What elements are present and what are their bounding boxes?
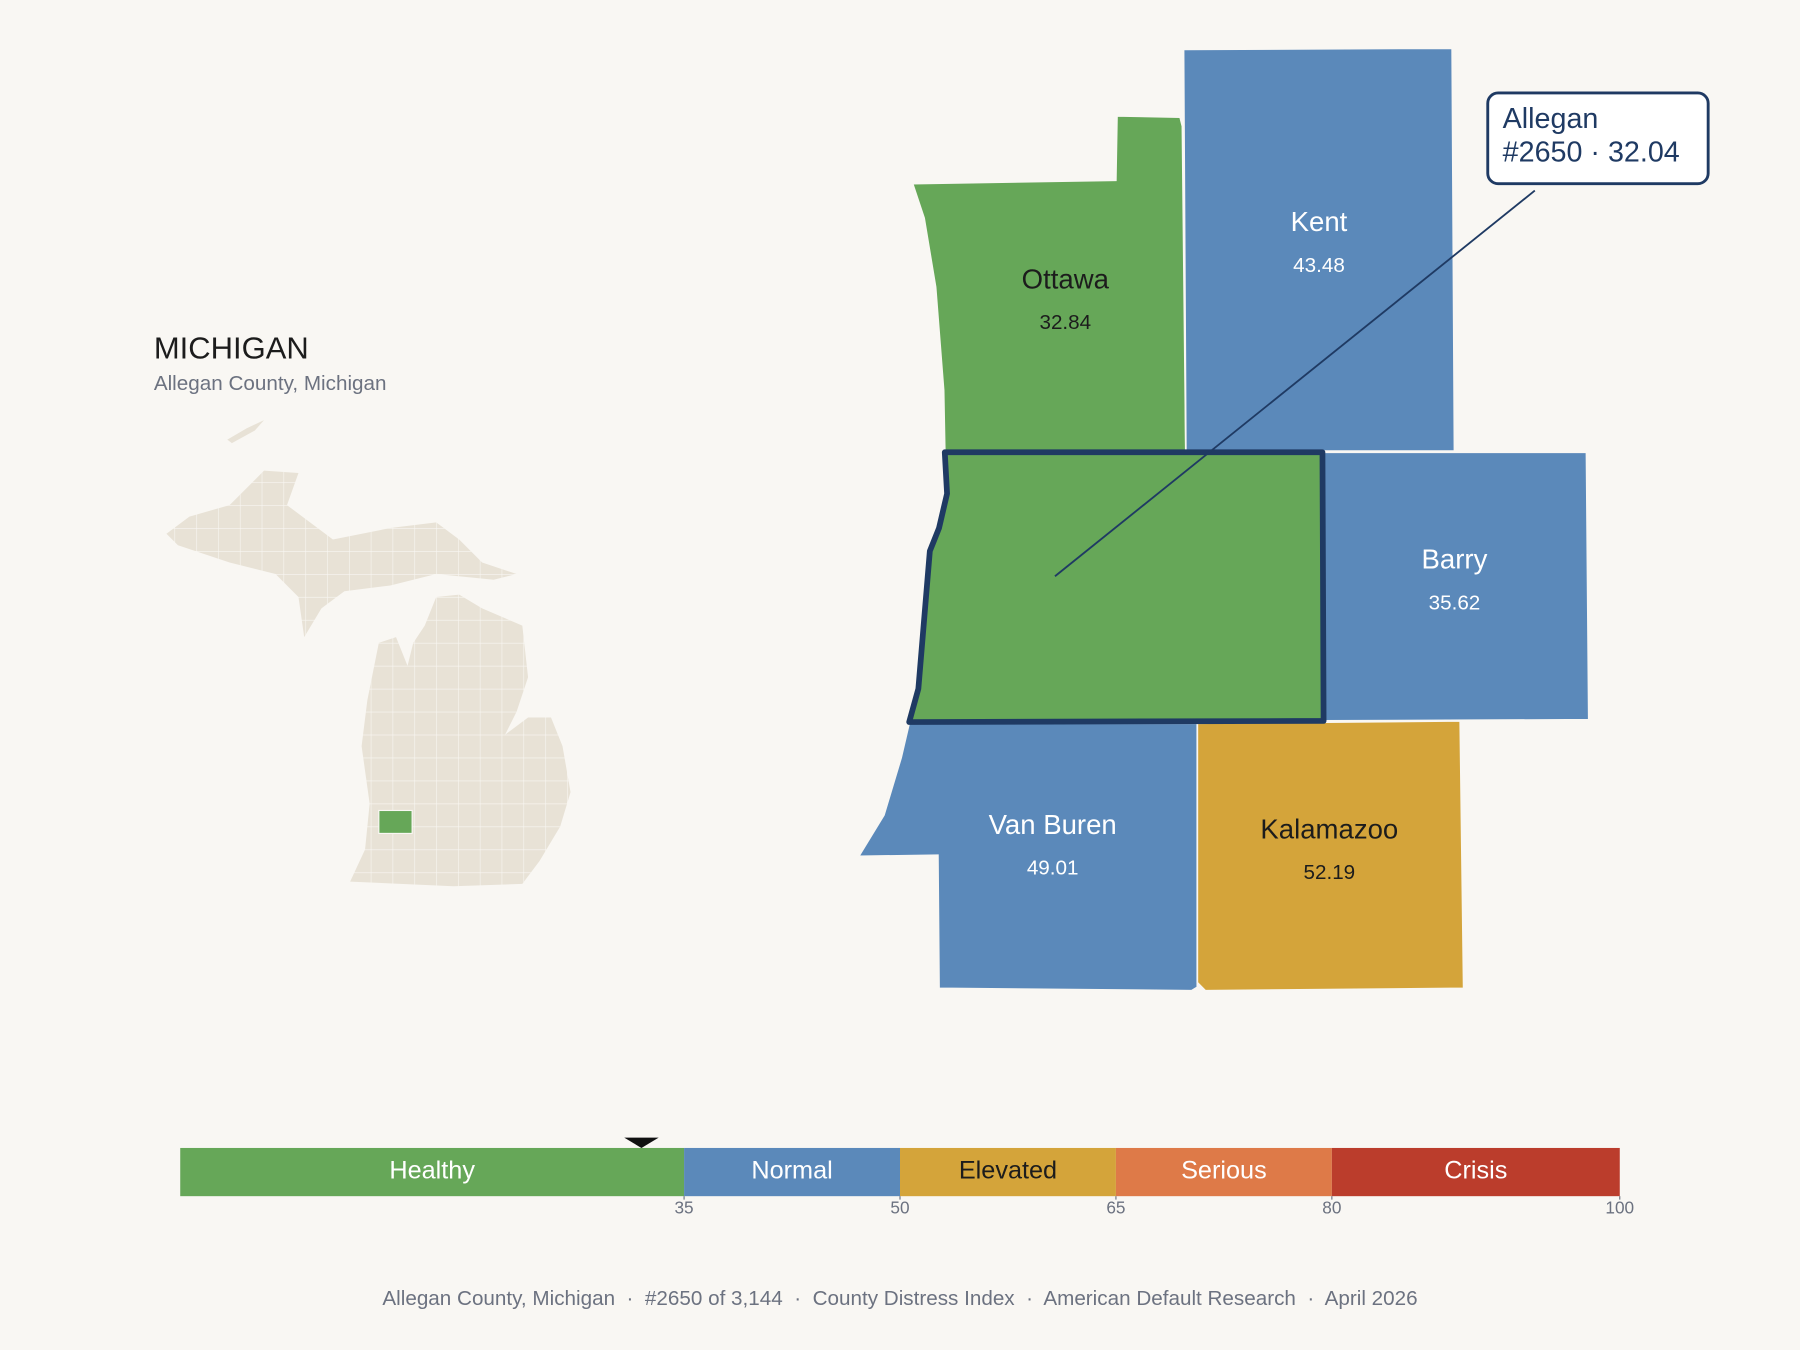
county	[1322, 451, 1590, 722]
county-name: Kalamazoo	[1260, 813, 1398, 844]
county-name: Van Buren	[989, 809, 1117, 840]
county	[1196, 720, 1465, 992]
callout-leader	[1054, 189, 1536, 577]
scale: Healthy Normal Elevated Serious Crisis 35 50 65…	[180, 1137, 1634, 1217]
island	[227, 420, 265, 444]
callout-name: Allegan	[1503, 103, 1599, 135]
county-value: 35.62	[1429, 591, 1481, 614]
county-value: 32.84	[1039, 311, 1091, 334]
callout-detail: #2650 · 32.04	[1503, 136, 1680, 168]
scale-band-label: Crisis	[1444, 1157, 1507, 1185]
scale-marker	[624, 1137, 659, 1148]
scale-band-label: Healthy	[389, 1157, 475, 1185]
scale-band	[684, 1147, 900, 1197]
county	[1182, 47, 1456, 453]
scale-tick-label: 35	[674, 1197, 693, 1217]
lower-peninsula	[350, 594, 571, 887]
scale-band	[1115, 1147, 1332, 1197]
county-value: 43.48	[1293, 254, 1345, 277]
callout: Allegan #2650 · 32.04	[1054, 91, 1710, 577]
scale-band-label: Normal	[751, 1157, 832, 1185]
title: MICHIGAN	[154, 330, 309, 365]
county-name: Ottawa	[1022, 264, 1110, 295]
scale-tick-label: 65	[1106, 1197, 1125, 1217]
county-value: 49.01	[1027, 856, 1079, 879]
subtitle: Allegan County, Michigan	[154, 372, 387, 395]
scale-tick-label: 100	[1605, 1197, 1634, 1217]
county-name: Barry	[1422, 544, 1488, 575]
footer: Allegan County, Michigan · #2650 of 3,14…	[382, 1287, 1417, 1310]
scale-band	[1331, 1147, 1620, 1197]
scale-band-label: Serious	[1181, 1157, 1267, 1185]
callout-box	[1486, 91, 1710, 186]
scale-band	[180, 1147, 685, 1197]
scale-tick-label: 80	[1322, 1197, 1341, 1217]
county-name: Kent	[1291, 206, 1348, 237]
scale-band-label: Elevated	[959, 1157, 1057, 1185]
county-map: Ottawa 32.84 Kent 43.48 Barry 35.62 Van Buren 4…	[857, 47, 1710, 992]
selected-county-locator	[378, 809, 413, 834]
scale-band	[900, 1147, 1116, 1197]
state-locator	[166, 420, 571, 887]
scale-tick-label: 50	[890, 1197, 909, 1217]
upper-peninsula	[166, 470, 517, 638]
selected-county	[906, 449, 1327, 725]
county-value: 52.19	[1303, 861, 1355, 884]
